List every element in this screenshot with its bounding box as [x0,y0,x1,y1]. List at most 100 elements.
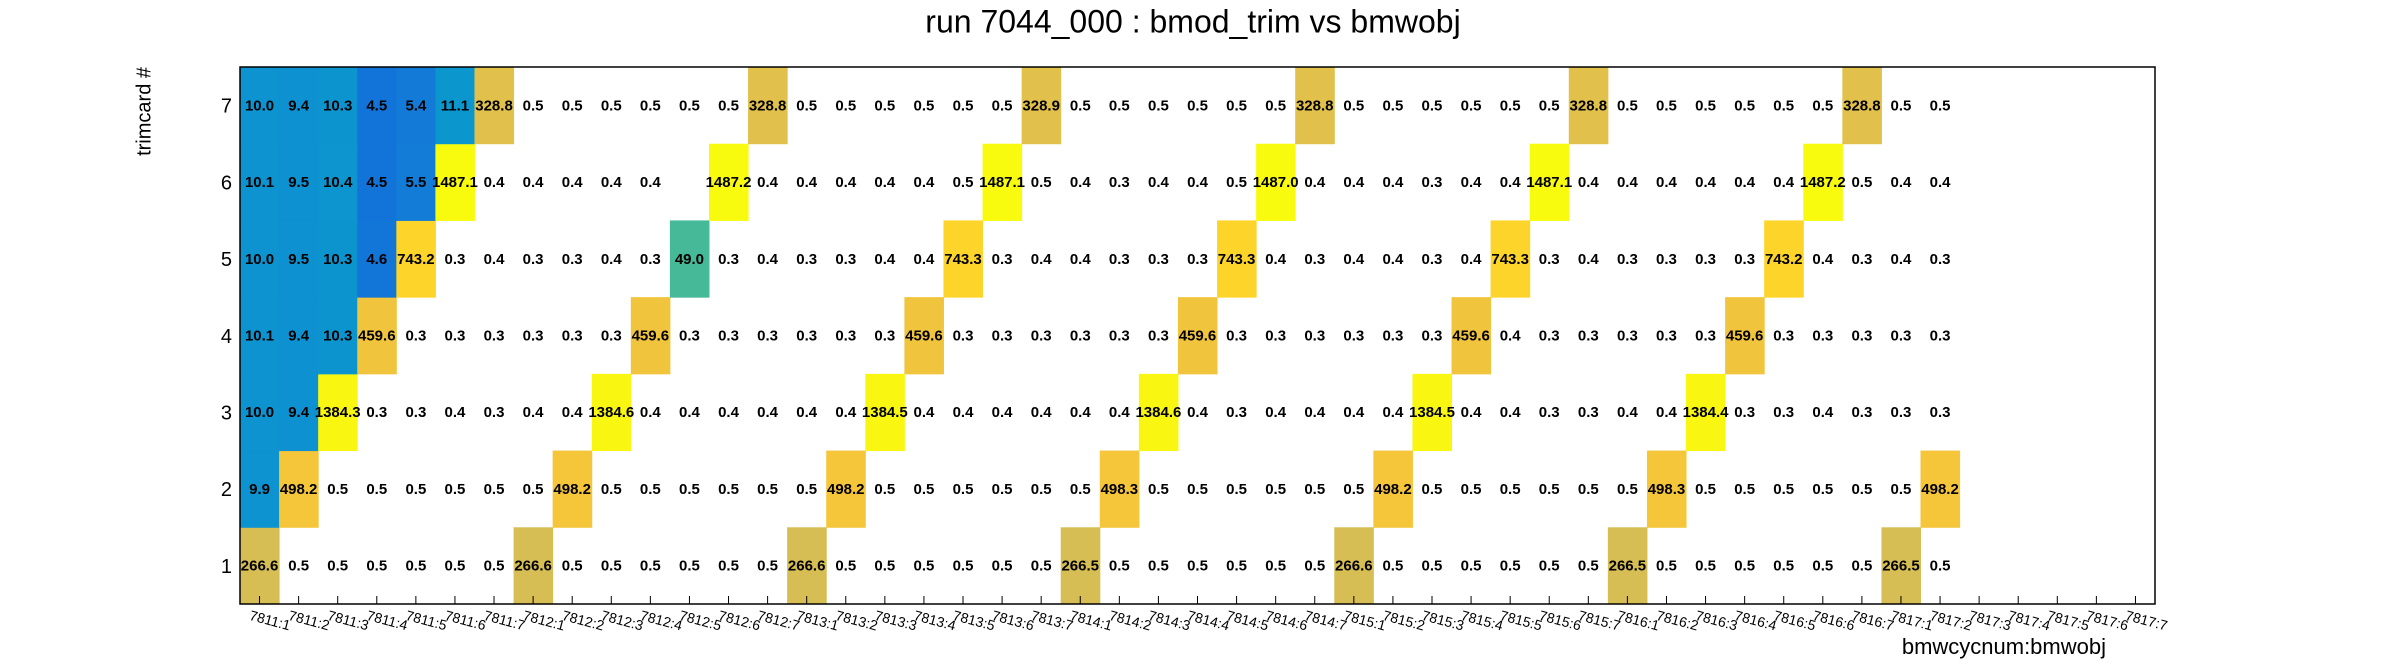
heatmap-cell [552,450,593,528]
cell-label: 0.5 [523,97,544,114]
heatmap-cell [279,297,319,375]
cell-label: 1487.1 [1526,174,1572,191]
cell-label: 498.3 [1648,481,1686,498]
cell-label: 328.9 [1022,97,1060,114]
cell-label: 0.5 [953,97,974,114]
cell-label: 0.4 [953,404,975,421]
cell-label: 0.3 [679,327,700,344]
cell-label: 0.5 [1343,97,1364,114]
cell-label: 0.4 [1187,404,1209,421]
cell-label: 0.5 [1930,558,1951,575]
cell-label: 0.3 [1891,327,1912,344]
cell-label: 0.5 [1773,558,1794,575]
cell-label: 498.2 [1921,481,1959,498]
cell-label: 743.3 [944,251,982,268]
cell-label: 0.5 [1187,97,1208,114]
cell-label: 0.5 [445,481,466,498]
heatmap-cell [1881,527,1922,605]
cell-label: 5.5 [405,174,426,191]
cell-label: 0.3 [1930,251,1951,268]
cell-label: 266.5 [1882,558,1920,575]
cell-label: 0.5 [1617,481,1638,498]
cell-label: 1487.1 [432,174,478,191]
cell-label: 498.2 [280,481,318,498]
cell-label: 0.3 [1343,327,1364,344]
heatmap-cell [435,67,475,145]
cell-label: 0.3 [1539,327,1560,344]
heatmap-cell [1099,450,1140,528]
cell-label: 0.3 [1226,404,1247,421]
cell-label: 0.4 [1500,174,1522,191]
cell-label: 0.3 [640,251,661,268]
x-tick-label: 7811:1 [248,607,293,633]
cell-label: 9.4 [288,404,310,421]
cell-label: 0.4 [1343,174,1365,191]
cell-label: 328.8 [475,97,513,114]
heatmap-cell [865,373,905,452]
cell-label: 743.2 [397,251,435,268]
cell-label: 10.1 [245,174,274,191]
cell-label: 0.5 [1734,558,1755,575]
heatmap-cell [1334,527,1374,605]
cell-label: 0.5 [1930,97,1951,114]
cell-label: 0.3 [562,251,583,268]
cell-label: 0.3 [757,327,778,344]
cell-label: 9.5 [288,251,309,268]
cell-label: 0.3 [1422,174,1443,191]
cell-label: 0.5 [1539,558,1560,575]
y-tick-label: 3 [221,402,232,424]
cell-label: 0.5 [601,97,622,114]
cell-label: 0.3 [1617,251,1638,268]
heatmap-cell [240,220,280,298]
cell-label: 0.4 [1461,174,1483,191]
cell-label: 0.3 [1109,174,1130,191]
cell-label: 1384.6 [1135,404,1181,421]
cell-label: 0.5 [1382,97,1403,114]
cell-label: 0.4 [992,404,1014,421]
cell-label: 0.4 [484,251,506,268]
heatmap-cell [357,220,397,298]
cell-label: 0.4 [484,174,506,191]
x-tick-label: 7817:7 [2124,607,2170,634]
cell-label: 0.4 [1031,404,1053,421]
cell-label: 0.5 [523,481,544,498]
heatmap-cell [240,67,280,145]
heatmap-cell [396,220,436,298]
heatmap-cell [1686,373,1726,452]
cell-label: 0.5 [835,558,856,575]
cell-label: 10.1 [245,327,274,344]
heatmap-cell [1256,143,1296,221]
cell-label: 0.4 [445,404,467,421]
cell-label: 9.9 [249,481,270,498]
cell-label: 0.4 [1109,404,1131,421]
heatmap-cell [1295,67,1335,145]
cell-label: 0.5 [1773,97,1794,114]
heatmap-cell [513,527,554,605]
cell-label: 0.5 [1422,558,1443,575]
cell-label: 459.6 [1726,327,1764,344]
heatmap-cell [1451,297,1492,375]
cell-label: 0.3 [405,327,426,344]
cell-label: 0.5 [874,97,895,114]
cell-label: 743.3 [1218,251,1256,268]
cell-label: 0.5 [1578,481,1599,498]
cell-label: 0.4 [1734,174,1756,191]
cell-label: 0.3 [1304,327,1325,344]
cell-label: 0.5 [640,97,661,114]
cell-label: 0.3 [405,404,426,421]
cell-label: 0.5 [679,97,700,114]
cell-label: 0.4 [1382,404,1404,421]
heatmap-cell [1021,67,1062,145]
cell-label: 0.3 [1109,251,1130,268]
cell-label: 0.3 [1851,251,1872,268]
cell-label: 0.5 [1500,481,1521,498]
y-tick-label: 4 [221,326,232,348]
cell-label: 0.5 [1734,481,1755,498]
cell-label: 0.3 [445,251,466,268]
cell-label: 0.4 [1382,174,1404,191]
cell-label: 0.5 [1539,481,1560,498]
cell-label: 0.5 [953,558,974,575]
cell-label: 0.4 [1304,174,1326,191]
cell-label: 459.6 [358,327,396,344]
cell-label: 0.3 [484,327,505,344]
